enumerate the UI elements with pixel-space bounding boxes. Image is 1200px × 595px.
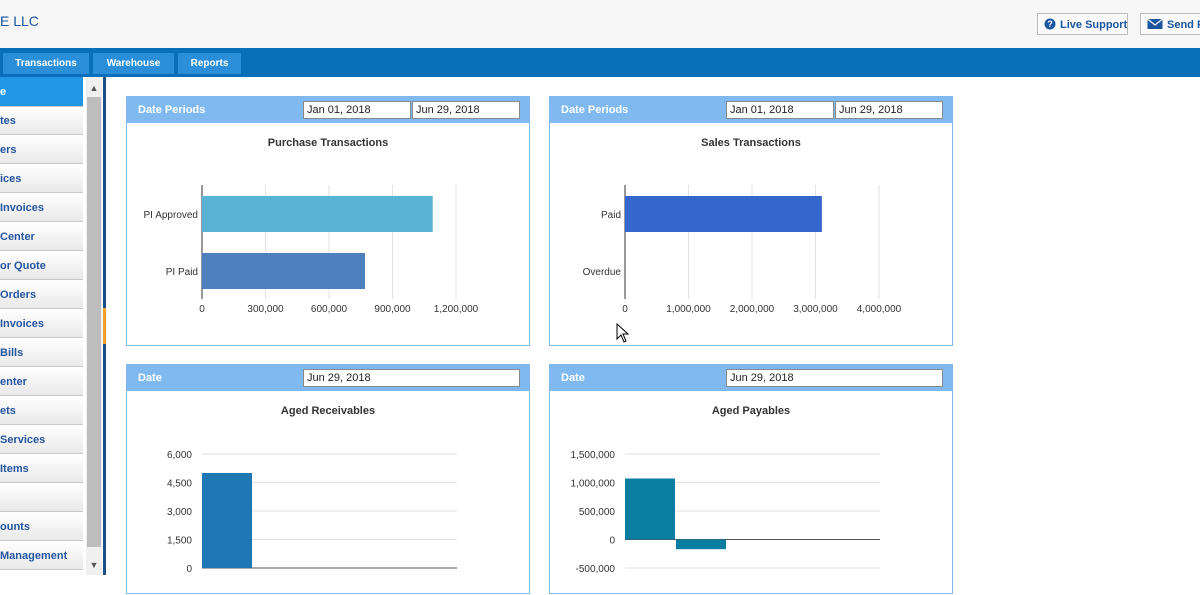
sidebar-item-cost-center[interactable]: enter: [0, 368, 83, 396]
svg-text:?: ?: [1047, 19, 1053, 29]
bar: [625, 196, 822, 232]
y-tick-label: 1,500,000: [571, 450, 616, 461]
sidebar-item-management[interactable]: Management: [0, 542, 83, 570]
bar: [202, 473, 252, 568]
date-label: Date: [138, 372, 162, 384]
scroll-down-icon[interactable]: ▼: [89, 560, 99, 570]
chart-title: Sales Transactions: [701, 137, 801, 149]
chart-title: Purchase Transactions: [267, 137, 389, 149]
mail-icon: [1147, 18, 1163, 29]
send-label: Send F: [1167, 19, 1200, 31]
bar: [202, 196, 433, 232]
category-label: Overdue: [583, 267, 622, 278]
chart-title: Aged Receivables: [280, 405, 376, 417]
sidebar-item-assets[interactable]: ets: [0, 397, 83, 425]
y-tick-label: 0: [609, 536, 615, 547]
x-tick-label: 3,000,000: [793, 304, 838, 315]
x-tick-label: 2,000,000: [730, 304, 775, 315]
date-from-input[interactable]: Jan 01, 2018: [726, 101, 834, 119]
x-tick-label: 0: [199, 304, 205, 315]
sidebar-item-recurring-invoices[interactable]: Invoices: [0, 194, 83, 222]
date-label: Date: [561, 372, 585, 384]
top-header: E LLC ? Live Support Send F: [0, 0, 1200, 48]
send-button[interactable]: Send F: [1140, 13, 1200, 35]
y-tick-label: 4,500: [167, 479, 192, 490]
sidebar: e tes ers ices Invoices Center or Quote …: [0, 77, 84, 575]
sidebar-divider-highlight: [103, 308, 106, 344]
mouse-cursor-icon: [616, 323, 630, 343]
scroll-up-icon[interactable]: ▲: [89, 83, 99, 93]
date-periods-label: Date Periods: [138, 104, 206, 116]
y-tick-label: 500,000: [579, 507, 616, 518]
sidebar-item-vendor-quote[interactable]: or Quote: [0, 252, 83, 280]
date-input[interactable]: Jun 29, 2018: [303, 369, 520, 387]
x-tick-label: 0: [622, 304, 628, 315]
live-support-label: Live Support: [1060, 19, 1128, 31]
date-to-input[interactable]: Jun 29, 2018: [412, 101, 520, 119]
sidebar-scrollbar[interactable]: ▲ ▼: [86, 77, 102, 575]
sidebar-item-home[interactable]: e: [0, 77, 83, 107]
payables-chart: 1,500,000 1,000,000 500,000 0 -500,000: [571, 450, 880, 575]
y-tick-label: -500,000: [576, 564, 616, 575]
sidebar-item-items[interactable]: Items: [0, 455, 83, 483]
bar: [676, 539, 726, 550]
live-support-button[interactable]: ? Live Support: [1037, 13, 1128, 35]
date-periods-label: Date Periods: [561, 104, 629, 116]
bar: [202, 253, 365, 289]
sidebar-item-purchase-orders[interactable]: Orders: [0, 281, 83, 309]
sidebar-item-accounts[interactable]: ounts: [0, 513, 83, 541]
purchase-chart: 0 300,000 600,000 900,000 1,200,000 PI Approv…: [144, 185, 479, 315]
panel-header: Date Periods Jan 01, 2018 Jun 29, 2018: [550, 97, 952, 123]
category-label: PI Paid: [166, 267, 198, 278]
bar: [625, 478, 675, 540]
sidebar-item-invoices[interactable]: ices: [0, 165, 83, 193]
sales-transactions-panel: Date Periods Jan 01, 2018 Jun 29, 2018 S…: [549, 96, 953, 346]
panel-header: Date Jun 29, 2018: [127, 365, 529, 391]
sidebar-item-orders[interactable]: ers: [0, 136, 83, 164]
sales-chart: 0 1,000,000 2,000,000 3,000,000 4,000,000 Pai…: [583, 185, 902, 315]
x-tick-label: 1,200,000: [434, 304, 479, 315]
tab-reports[interactable]: Reports: [178, 53, 241, 74]
company-name: E LLC: [0, 13, 39, 29]
aged-payables-panel: Date Jun 29, 2018 Aged Payables 1,500,00…: [549, 364, 953, 594]
y-tick-label: 6,000: [167, 450, 192, 461]
sidebar-item-bills[interactable]: Bills: [0, 339, 83, 367]
help-icon: ?: [1044, 18, 1056, 30]
category-label: PI Approved: [144, 210, 198, 221]
scrollbar-thumb[interactable]: [87, 97, 101, 547]
chart-title: Aged Payables: [711, 405, 791, 417]
nav-underline: [0, 74, 1200, 77]
y-tick-label: 0: [186, 564, 192, 575]
x-tick-label: 1,000,000: [666, 304, 711, 315]
panel-header: Date Periods Jan 01, 2018 Jun 29, 2018: [127, 97, 529, 123]
sidebar-item-payment-center[interactable]: Center: [0, 223, 83, 251]
x-tick-label: 300,000: [247, 304, 284, 315]
category-label: Paid: [601, 210, 621, 221]
sidebar-item-blank[interactable]: [0, 484, 83, 512]
sidebar-item-quotes[interactable]: tes: [0, 107, 83, 135]
aged-receivables-panel: Date Jun 29, 2018 Aged Receivables 6,000…: [126, 364, 530, 594]
panel-header: Date Jun 29, 2018: [550, 365, 952, 391]
main-nav: Transactions Warehouse Reports: [0, 48, 1200, 74]
date-from-input[interactable]: Jan 01, 2018: [303, 101, 411, 119]
x-tick-label: 900,000: [374, 304, 411, 315]
x-tick-label: 4,000,000: [857, 304, 902, 315]
receivables-chart: 6,000 4,500 3,000 1,500 0: [167, 450, 457, 575]
date-to-input[interactable]: Jun 29, 2018: [835, 101, 943, 119]
sidebar-item-purchase-invoices[interactable]: Invoices: [0, 310, 83, 338]
y-tick-label: 3,000: [167, 507, 192, 518]
sidebar-item-services[interactable]: Services: [0, 426, 83, 454]
date-input[interactable]: Jun 29, 2018: [726, 369, 943, 387]
tab-transactions[interactable]: Transactions: [3, 53, 89, 74]
x-tick-label: 600,000: [311, 304, 348, 315]
tab-warehouse[interactable]: Warehouse: [93, 53, 174, 74]
y-tick-label: 1,000,000: [571, 479, 616, 490]
y-tick-label: 1,500: [167, 536, 192, 547]
purchase-transactions-panel: Date Periods Jan 01, 2018 Jun 29, 2018 P…: [126, 96, 530, 346]
